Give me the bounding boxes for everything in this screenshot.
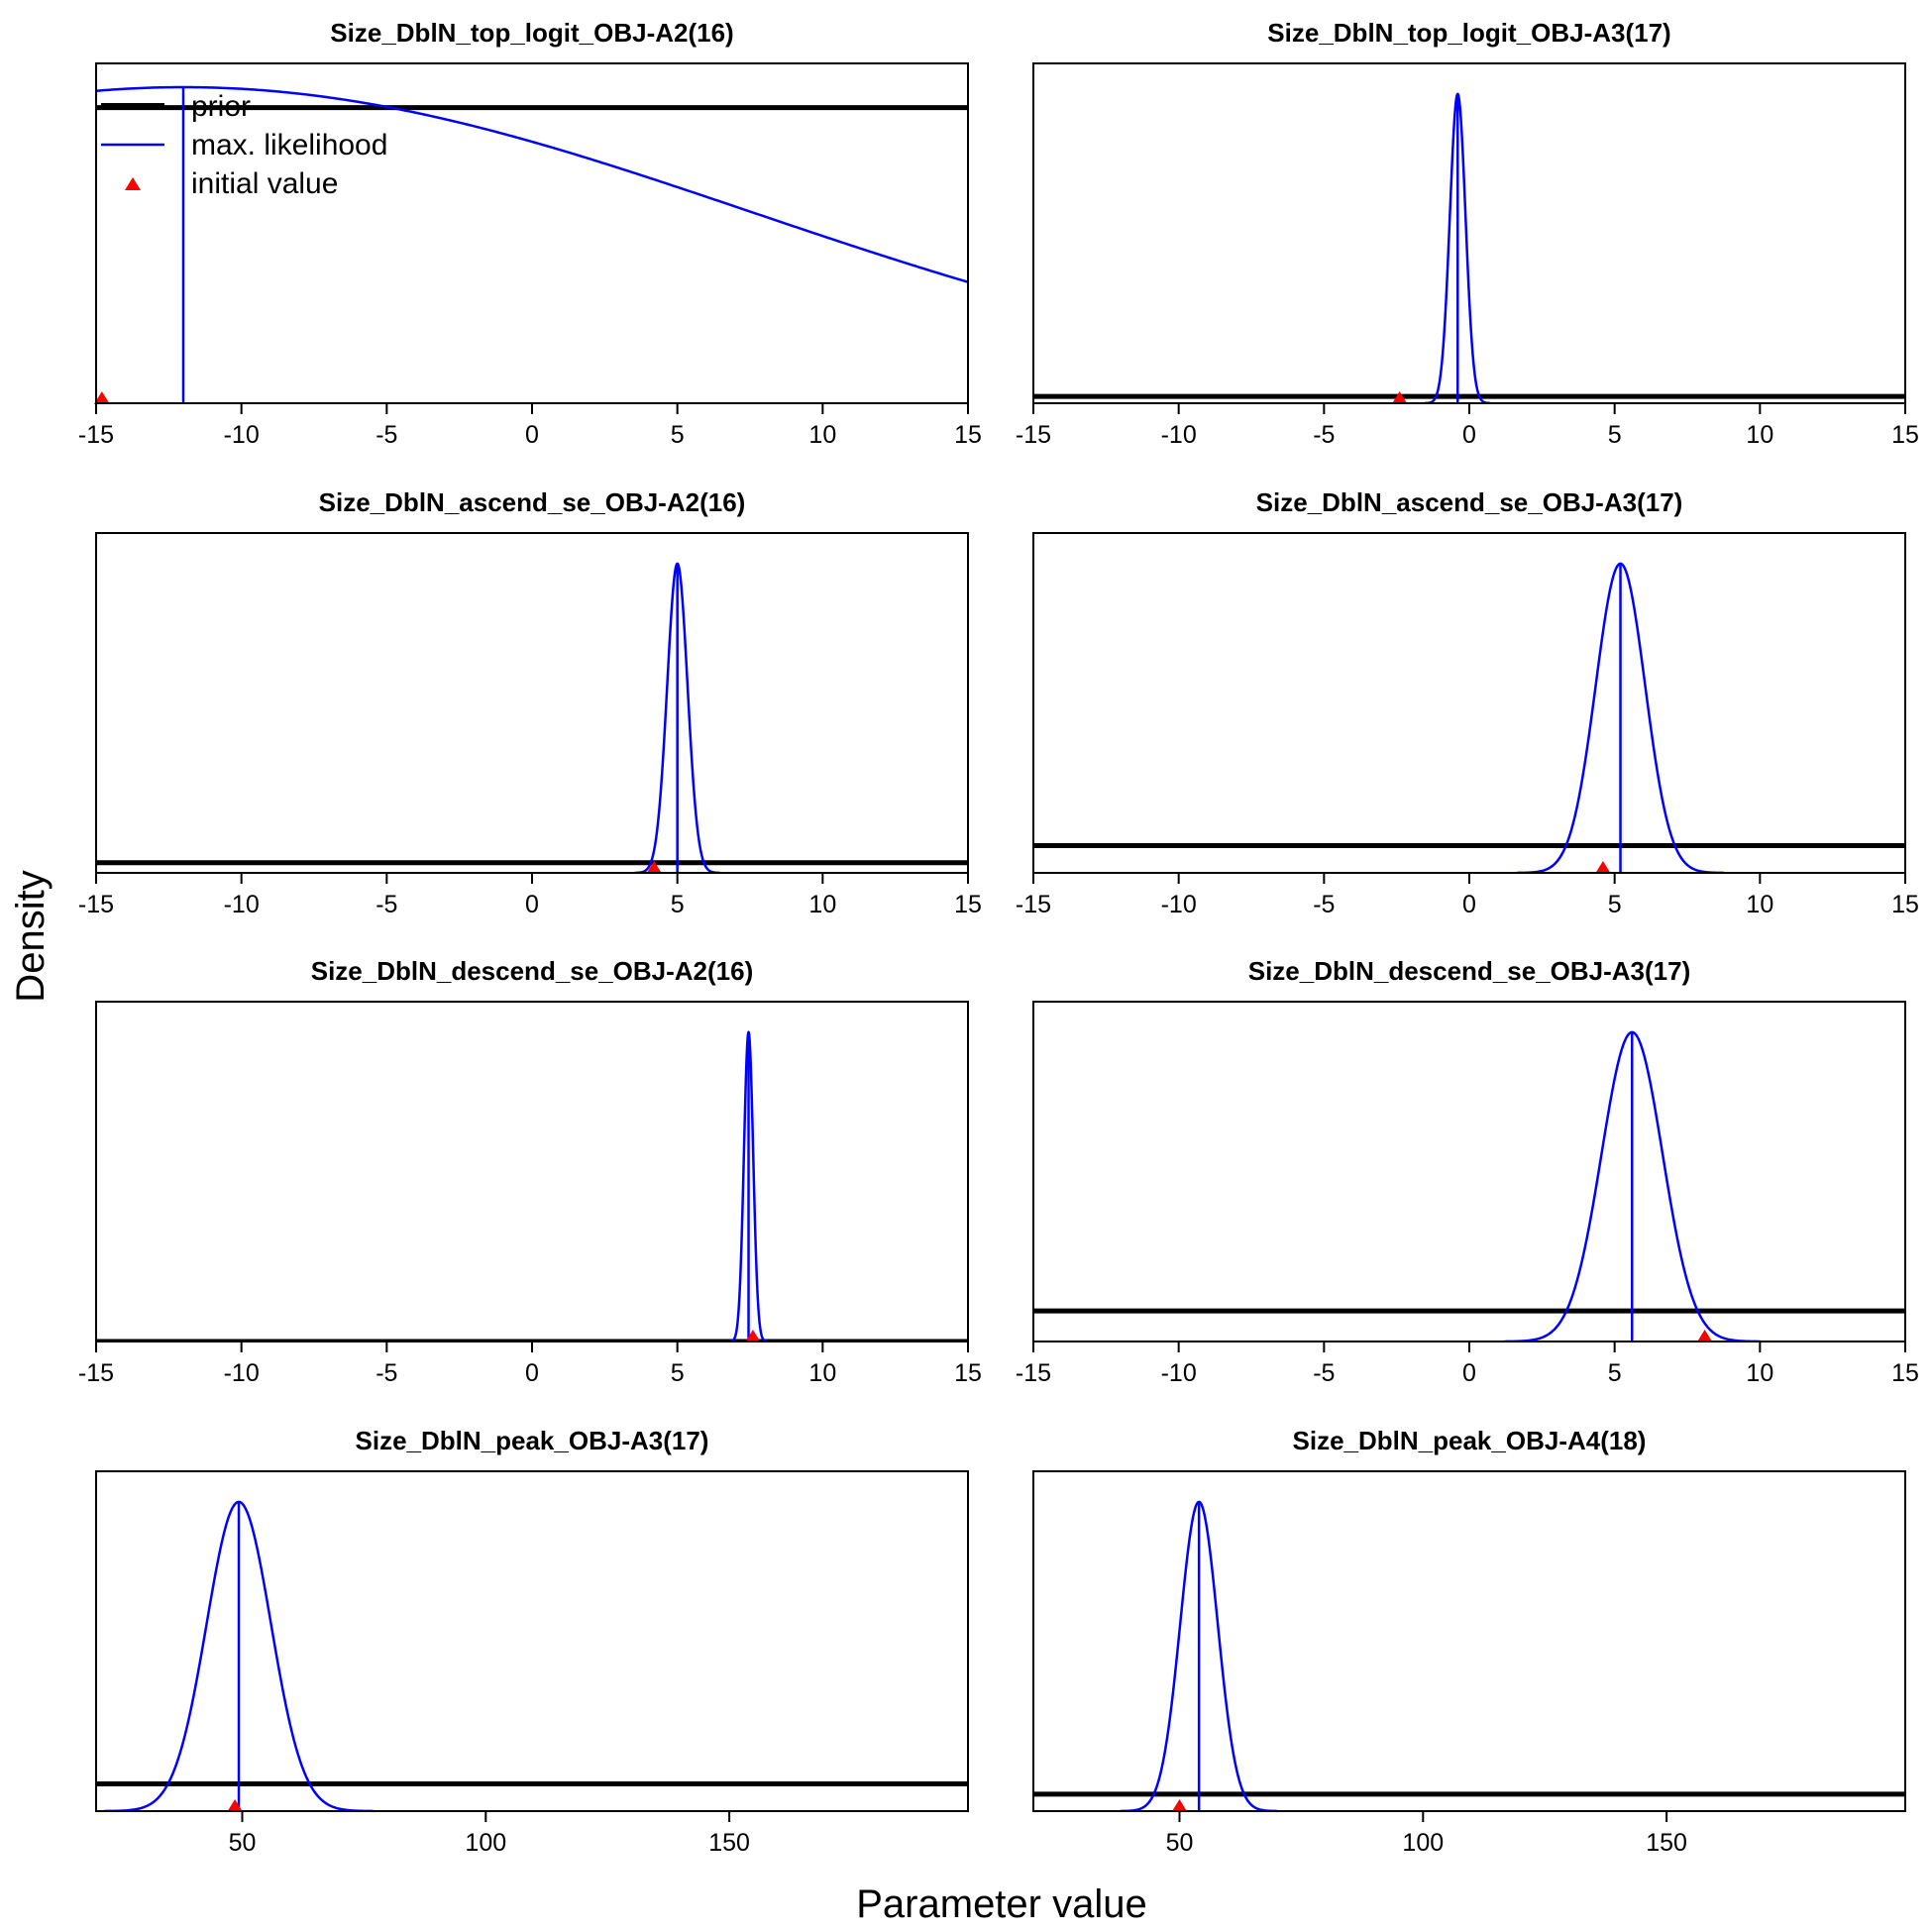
x-tick-label: -5 xyxy=(376,421,397,449)
x-tick-label: -5 xyxy=(376,891,397,918)
initial-value-marker xyxy=(744,1330,761,1342)
panel-title: Size_DblN_descend_se_OBJ-A3(17) xyxy=(1248,956,1691,986)
legend: prior max. likelihood initial value xyxy=(101,90,387,200)
y-axis-title: Density xyxy=(9,870,53,1002)
initial-value-marker xyxy=(93,391,110,404)
x-tick-label: -15 xyxy=(78,1359,114,1387)
initial-value-marker xyxy=(1391,391,1408,404)
initial-value-marker xyxy=(1171,1799,1188,1812)
x-tick-label: 5 xyxy=(1608,891,1622,918)
legend-label: max. likelihood xyxy=(191,129,387,161)
x-tick-label: -10 xyxy=(224,421,260,449)
x-tick-label: 0 xyxy=(525,421,539,449)
panel-title: Size_DblN_ascend_se_OBJ-A3(17) xyxy=(1256,487,1683,517)
x-tick-label: 15 xyxy=(1891,891,1919,918)
x-tick-label: 100 xyxy=(1402,1829,1444,1857)
x-tick-label: 50 xyxy=(229,1829,257,1857)
x-tick-label: 5 xyxy=(1608,421,1622,449)
x-tick-label: 10 xyxy=(1746,891,1773,918)
x-axis-title: Parameter value xyxy=(856,1882,1146,1926)
initial-value-marker xyxy=(646,861,663,874)
x-tick-label: 15 xyxy=(954,891,982,918)
x-tick-label: 15 xyxy=(1891,421,1919,449)
x-tick-label: 10 xyxy=(1746,421,1773,449)
panel-2: Size_DblN_top_logit_OBJ-A3(17) -15 -10 -5 0 5… xyxy=(1016,18,1919,449)
panel-6: Size_DblN_descend_se_OBJ-A3(17) -15 -10 -5 0… xyxy=(1016,956,1919,1387)
initial-value-marker xyxy=(1696,1330,1713,1342)
legend-label: initial value xyxy=(191,167,338,200)
x-tick-label: 0 xyxy=(525,891,539,918)
initial-value-marker xyxy=(227,1799,244,1812)
x-tick-label: -10 xyxy=(1161,891,1197,918)
legend-item-max-likelihood: max. likelihood xyxy=(101,129,387,161)
panels: Size_DblN_top_logit_OBJ-A2(16) -15 -10 -5 0 5… xyxy=(78,18,1919,1857)
x-tick-label: -5 xyxy=(1313,421,1335,449)
panel-1: Size_DblN_top_logit_OBJ-A2(16) -15 -10 -5 0 5… xyxy=(78,18,982,449)
x-tick-label: 100 xyxy=(465,1829,506,1857)
x-tick-label: 0 xyxy=(525,1359,539,1387)
x-tick-label: -10 xyxy=(1161,1359,1197,1387)
x-tick-label: 5 xyxy=(671,1359,685,1387)
legend-item-prior: prior xyxy=(101,90,251,123)
x-tick-label: 10 xyxy=(1746,1359,1773,1387)
panel-3: Size_DblN_ascend_se_OBJ-A2(16) -15 -10 -5 0 5… xyxy=(78,487,982,918)
panel-8: Size_DblN_peak_OBJ-A4(18) 50 100 150 xyxy=(1032,1426,1906,1857)
panel-title: Size_DblN_peak_OBJ-A4(18) xyxy=(1293,1426,1647,1455)
x-tick-label: -15 xyxy=(78,421,114,449)
panel-title: Size_DblN_descend_se_OBJ-A2(16) xyxy=(311,956,754,986)
panel-7: Size_DblN_peak_OBJ-A3(17) 50 100 150 xyxy=(95,1426,969,1857)
x-tick-label: 5 xyxy=(1608,1359,1622,1387)
x-tick-label: 5 xyxy=(671,891,685,918)
x-tick-label: -15 xyxy=(1016,891,1051,918)
panel-4: Size_DblN_ascend_se_OBJ-A3(17) -15 -10 -5 0 5… xyxy=(1016,487,1919,918)
initial-value-marker xyxy=(1594,861,1611,874)
x-tick-label: -15 xyxy=(1016,421,1051,449)
x-tick-label: -5 xyxy=(1313,1359,1335,1387)
x-tick-label: 15 xyxy=(954,1359,982,1387)
x-tick-label: 10 xyxy=(808,421,836,449)
panel-title: Size_DblN_top_logit_OBJ-A2(16) xyxy=(330,18,733,48)
x-tick-label: 10 xyxy=(808,891,836,918)
x-tick-label: -5 xyxy=(1313,891,1335,918)
x-tick-label: -15 xyxy=(1016,1359,1051,1387)
panel-5: Size_DblN_descend_se_OBJ-A2(16) -15 -10 -5 0… xyxy=(78,956,982,1387)
plot-frame xyxy=(1032,1470,1906,1812)
x-tick-label: 0 xyxy=(1462,421,1476,449)
plot-frame xyxy=(95,1470,969,1812)
x-tick-label: -5 xyxy=(376,1359,397,1387)
legend-item-initial-value: initial value xyxy=(125,167,338,200)
panel-title: Size_DblN_peak_OBJ-A3(17) xyxy=(356,1426,709,1455)
x-tick-label: 150 xyxy=(708,1829,750,1857)
x-tick-label: 15 xyxy=(954,421,982,449)
x-tick-label: -10 xyxy=(224,891,260,918)
panel-title: Size_DblN_ascend_se_OBJ-A2(16) xyxy=(319,487,746,517)
x-tick-label: 50 xyxy=(1166,1829,1194,1857)
legend-label: prior xyxy=(191,90,251,123)
x-tick-label: 0 xyxy=(1462,1359,1476,1387)
panel-title: Size_DblN_top_logit_OBJ-A3(17) xyxy=(1267,18,1670,48)
x-tick-label: -10 xyxy=(224,1359,260,1387)
x-tick-label: 10 xyxy=(808,1359,836,1387)
x-tick-label: 15 xyxy=(1891,1359,1919,1387)
x-tick-label: -15 xyxy=(78,891,114,918)
x-tick-label: 5 xyxy=(671,421,685,449)
x-tick-label: 150 xyxy=(1646,1829,1687,1857)
legend-swatch-initial xyxy=(125,177,141,190)
x-tick-label: -10 xyxy=(1161,421,1197,449)
x-tick-label: 0 xyxy=(1462,891,1476,918)
mle-density-curve xyxy=(96,85,968,283)
